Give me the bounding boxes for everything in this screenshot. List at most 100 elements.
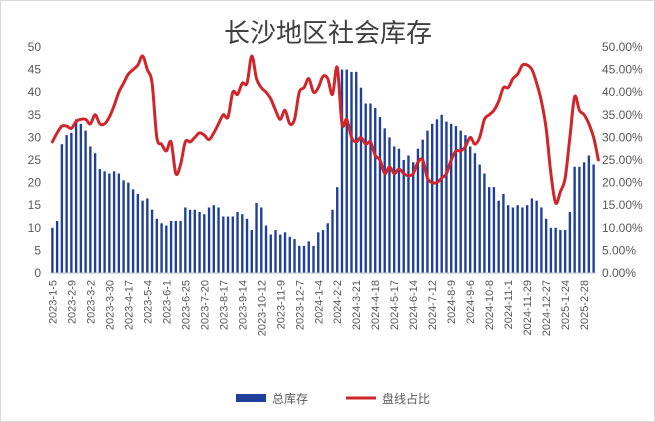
bar [293, 239, 296, 273]
bar [79, 123, 83, 273]
x-tick-label: 2023-1-5 [47, 280, 59, 324]
x-tick-label: 2024-11-1 [503, 280, 515, 329]
bar [464, 135, 467, 273]
bar [393, 146, 396, 273]
y-axis-left: 0 5 10 15 20 25 30 35 40 45 50 [28, 40, 42, 280]
legend-label-ratio: 盘线占比 [382, 391, 430, 406]
y-right-tick-label: 10.00% [602, 221, 643, 235]
bar [473, 153, 477, 273]
bar [222, 216, 225, 273]
y-right-tick-label: 45.00% [602, 63, 643, 77]
bar [207, 207, 211, 273]
bar [217, 207, 220, 273]
bar [302, 245, 306, 273]
bar [127, 182, 130, 273]
y-left-tick-label: 50 [28, 40, 42, 54]
x-tick-label: 2025-1-24 [560, 280, 572, 330]
bar [108, 173, 111, 273]
x-tick-label: 2024-6-14 [408, 280, 420, 330]
chart-title: 长沙地区社会库存 [224, 19, 432, 49]
x-tick-label: 2024-10-8 [484, 280, 496, 330]
bar [535, 200, 538, 273]
y-left-tick-label: 40 [28, 85, 42, 99]
bar [563, 230, 567, 273]
bar [55, 221, 59, 273]
y-right-tick-label: 5.00% [602, 243, 636, 257]
bar [345, 69, 348, 273]
bar [141, 200, 144, 273]
bar [269, 234, 272, 273]
bar [454, 126, 458, 273]
x-tick-label: 2024-11-29 [522, 280, 534, 335]
bar [549, 227, 553, 273]
bar [336, 187, 339, 273]
bar [236, 211, 239, 273]
x-tick-label: 2024-2-2 [332, 280, 344, 324]
bar [260, 207, 263, 273]
bar [279, 234, 282, 273]
x-axis-labels: 2023-1-5 2023-2-9 2023-3-2 2023-3-30 2023-4-… [47, 280, 591, 336]
y-right-tick-label: 0.00% [602, 266, 636, 280]
bar [51, 227, 54, 273]
legend: 总库存 盘线占比 [236, 391, 430, 406]
bar [578, 166, 581, 273]
bar [155, 218, 159, 273]
bar [497, 200, 500, 273]
bar [231, 216, 234, 273]
bar [478, 164, 481, 273]
bar [587, 155, 591, 273]
y-left-tick-label: 30 [28, 130, 42, 144]
bar [459, 130, 462, 273]
bar [74, 119, 78, 273]
x-tick-label: 2024-9-6 [465, 280, 477, 324]
bar [255, 202, 258, 273]
y-right-tick-label: 25.00% [602, 153, 643, 167]
bar [435, 119, 439, 273]
bar [540, 207, 543, 273]
bar [492, 187, 496, 273]
bar [98, 169, 102, 273]
bar [568, 211, 572, 273]
bar [530, 198, 534, 273]
bar [397, 148, 401, 273]
bar [169, 221, 173, 273]
bar [506, 205, 510, 273]
legend-swatch-total-inventory [236, 394, 266, 402]
bar [469, 146, 472, 273]
bar [340, 69, 344, 273]
bar [203, 214, 206, 273]
bar [212, 205, 215, 273]
bar-series-total-inventory [51, 69, 595, 274]
bar [112, 171, 116, 273]
x-tick-label: 2024-1-4 [313, 280, 325, 324]
line-series-ratio [50, 54, 600, 205]
bar [312, 245, 315, 273]
y-right-tick-label: 30.00% [602, 130, 643, 144]
bar [511, 207, 515, 273]
x-tick-label: 2023-3-2 [85, 280, 97, 324]
bar [150, 209, 154, 273]
bar [160, 223, 163, 273]
bar [65, 135, 68, 273]
bar [592, 164, 595, 273]
x-tick-label: 2024-3-21 [351, 280, 363, 330]
x-tick-label: 2023-4-17 [123, 280, 135, 330]
bar [544, 218, 548, 273]
bar [93, 153, 97, 273]
y-left-tick-label: 0 [34, 266, 41, 280]
y-right-tick-label: 40.00% [602, 85, 643, 99]
bar [487, 187, 491, 273]
bar [573, 166, 576, 273]
y-left-tick-label: 35 [28, 108, 42, 122]
bar [350, 71, 353, 273]
bar [521, 207, 524, 273]
x-tick-label: 2024-4-18 [370, 280, 382, 330]
bar [241, 214, 244, 273]
bar [516, 205, 519, 273]
x-tick-label: 2023-3-30 [104, 280, 116, 330]
x-tick-label: 2023-6-25 [180, 280, 192, 330]
bar [283, 232, 287, 273]
bar [274, 230, 277, 273]
bar [374, 108, 377, 274]
